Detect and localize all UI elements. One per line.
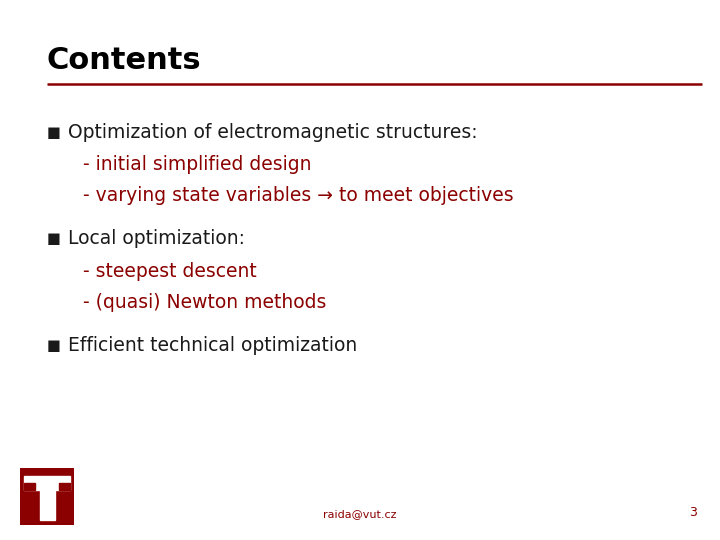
Text: ■: ■ bbox=[47, 338, 60, 353]
Text: 3: 3 bbox=[689, 507, 697, 519]
Bar bbox=[59, 483, 70, 490]
Text: Local optimization:: Local optimization: bbox=[68, 229, 246, 248]
Text: Efficient technical optimization: Efficient technical optimization bbox=[68, 336, 358, 355]
Text: Contents: Contents bbox=[47, 46, 202, 75]
Text: ■: ■ bbox=[47, 231, 60, 246]
Text: ■: ■ bbox=[47, 125, 60, 140]
Text: - varying state variables → to meet objectives: - varying state variables → to meet obje… bbox=[83, 186, 513, 205]
Bar bbox=[24, 483, 35, 490]
Text: - steepest descent: - steepest descent bbox=[83, 261, 256, 281]
Text: - initial simplified design: - initial simplified design bbox=[83, 155, 311, 174]
Bar bbox=[24, 476, 70, 490]
Bar bbox=[40, 489, 55, 521]
Text: - (quasi) Newton methods: - (quasi) Newton methods bbox=[83, 293, 326, 312]
Text: raida@vut.cz: raida@vut.cz bbox=[323, 509, 397, 519]
Text: Optimization of electromagnetic structures:: Optimization of electromagnetic structur… bbox=[68, 123, 478, 142]
